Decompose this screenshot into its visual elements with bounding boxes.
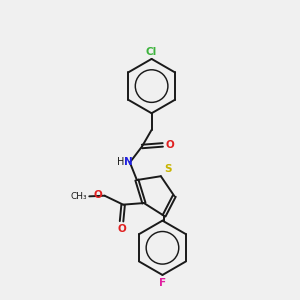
Text: F: F [159, 278, 166, 287]
Text: O: O [165, 140, 174, 150]
Text: O: O [93, 190, 102, 200]
Text: CH₃: CH₃ [70, 192, 87, 201]
Text: O: O [118, 224, 127, 235]
Text: S: S [164, 164, 172, 174]
Text: Cl: Cl [146, 47, 157, 57]
Text: H: H [117, 157, 124, 167]
Text: N: N [124, 157, 133, 167]
